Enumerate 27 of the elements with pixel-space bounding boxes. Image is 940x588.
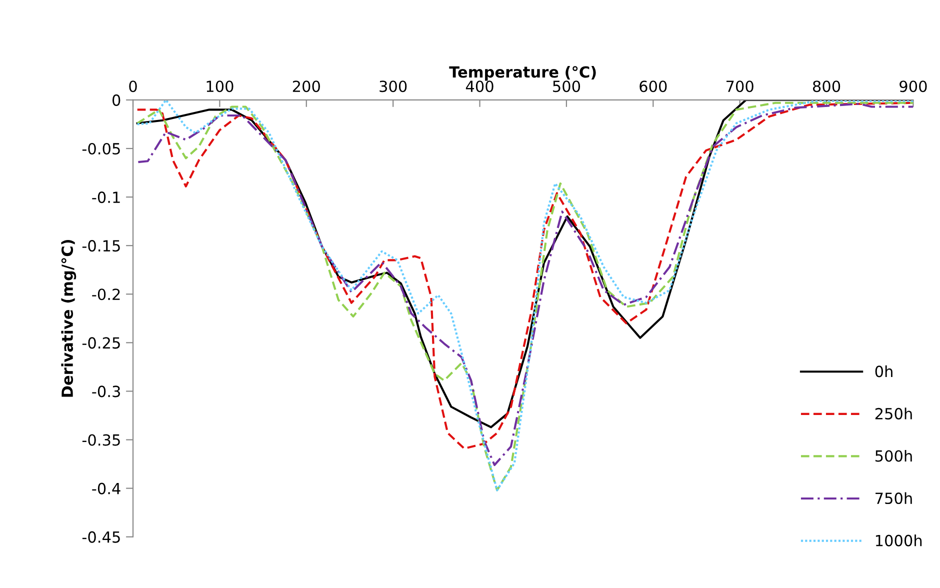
x-tick-label: 600 xyxy=(640,80,667,92)
y-tick-label: -0.05 xyxy=(82,142,120,155)
x-tick-label: 100 xyxy=(206,80,234,92)
y-tick-label: -0.25 xyxy=(82,337,120,349)
x-tick-label: 0 xyxy=(129,80,137,92)
x-tick-label: 800 xyxy=(812,80,840,92)
x-tick-label: 200 xyxy=(292,80,320,92)
y-tick-label: 0 xyxy=(112,94,120,106)
x-axis-title: Temperature (°C) xyxy=(449,66,596,81)
y-tick-label: -0.45 xyxy=(82,531,120,543)
y-tick-label: -0.15 xyxy=(82,240,120,252)
legend-label: 500h xyxy=(875,450,912,462)
y-tick-label: -0.1 xyxy=(92,192,120,204)
y-tick-label: -0.2 xyxy=(92,288,120,300)
x-tick-label: 900 xyxy=(900,80,927,92)
x-tick-label: 500 xyxy=(553,80,580,92)
y-tick-label: -0.3 xyxy=(92,386,120,398)
y-tick-label: -0.4 xyxy=(92,482,120,494)
x-tick-label: 400 xyxy=(466,80,494,92)
y-tick-label: -0.35 xyxy=(82,434,120,446)
legend-label: 1000h xyxy=(876,534,922,546)
legend-label: 0h xyxy=(875,365,892,378)
y-axis-title: Derivative (mg/°C) xyxy=(61,240,76,397)
legend-label: 750h xyxy=(876,492,912,504)
x-tick-label: 700 xyxy=(726,80,754,92)
x-tick-label: 300 xyxy=(380,80,407,92)
legend-label: 250h xyxy=(875,408,912,420)
